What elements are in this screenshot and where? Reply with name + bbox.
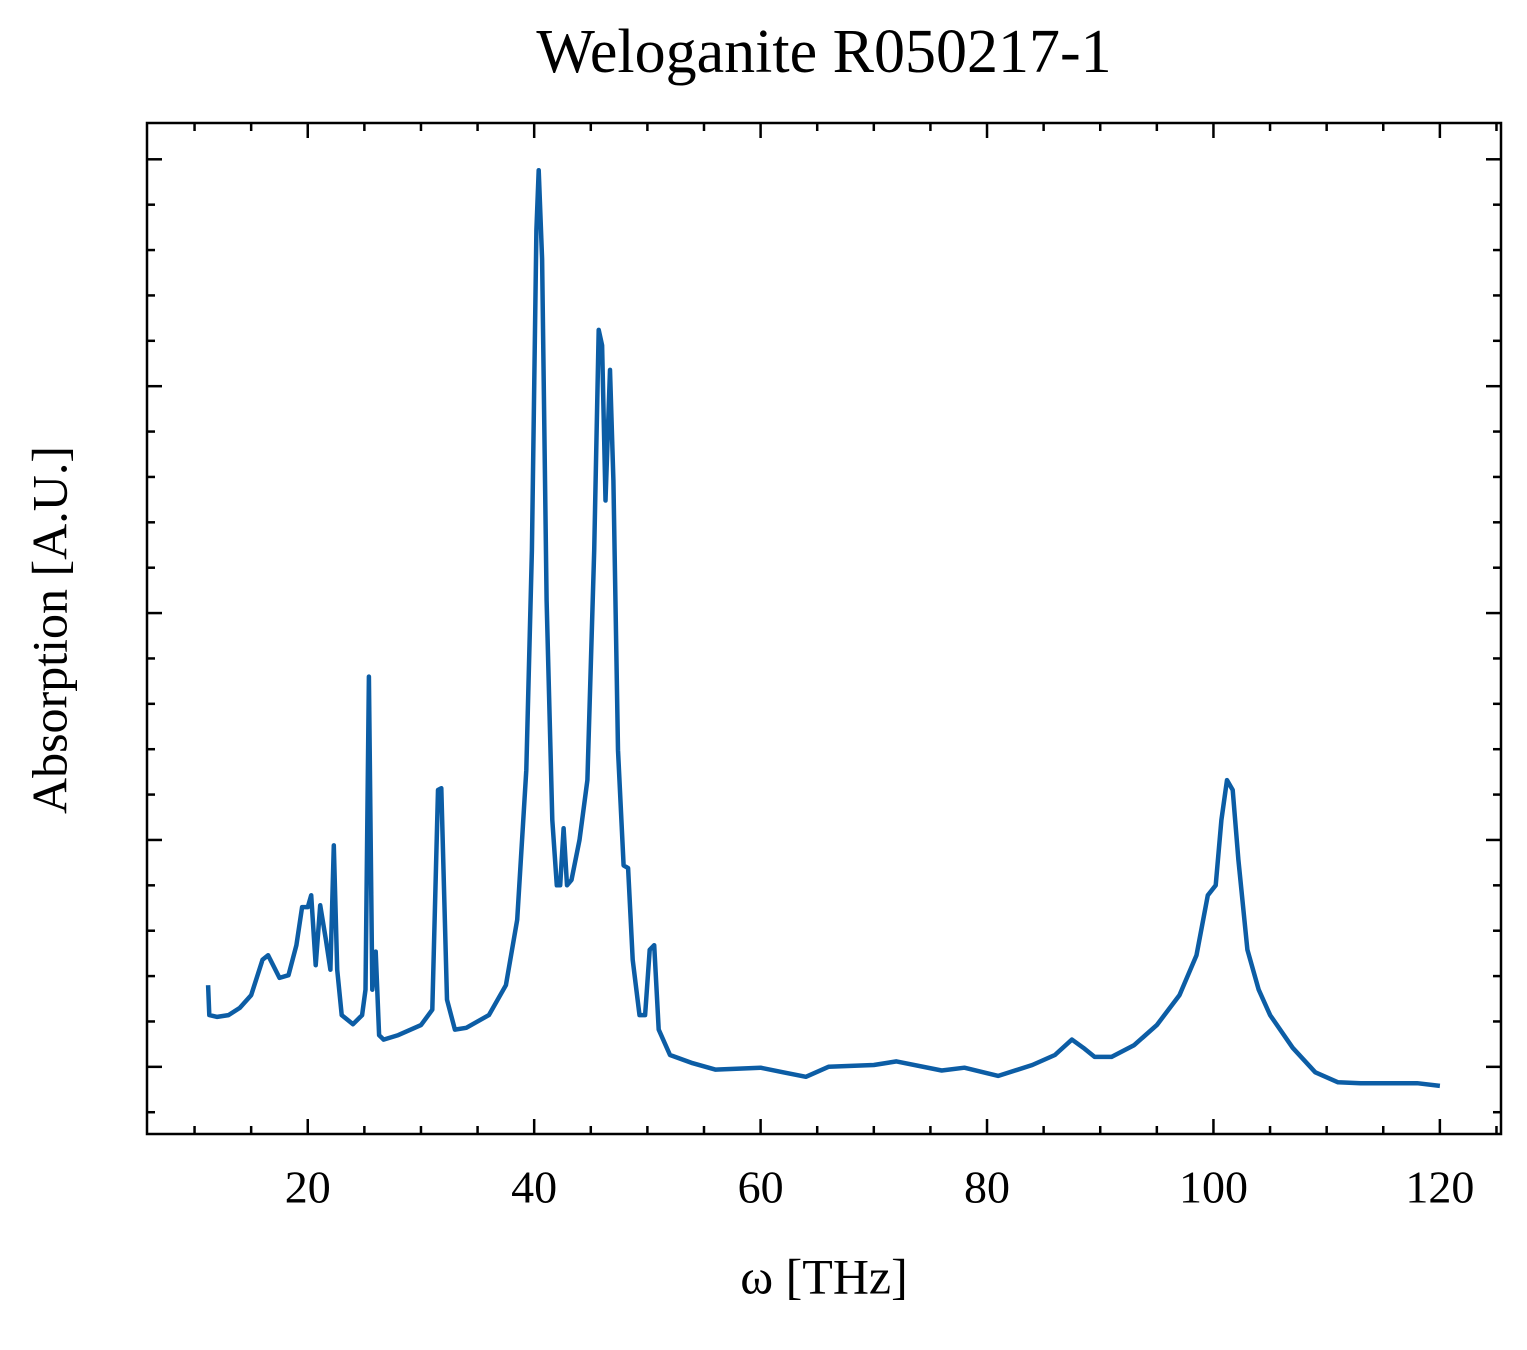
- plot-frame: [145, 121, 1503, 1136]
- x-tick-label: 100: [1179, 1162, 1248, 1213]
- x-axis-label: ω [THz]: [740, 1248, 908, 1304]
- y-axis-label: Absorption [A.U.]: [21, 446, 77, 814]
- spectrum-line: [205, 167, 1441, 1089]
- x-tick-label: 40: [511, 1162, 557, 1213]
- x-tick-label: 80: [964, 1162, 1010, 1213]
- x-tick-label: 60: [738, 1162, 784, 1213]
- chart-title: Weloganite R050217-1: [536, 18, 1111, 86]
- x-tick-label: 120: [1405, 1162, 1474, 1213]
- x-tick-label: 20: [285, 1162, 331, 1213]
